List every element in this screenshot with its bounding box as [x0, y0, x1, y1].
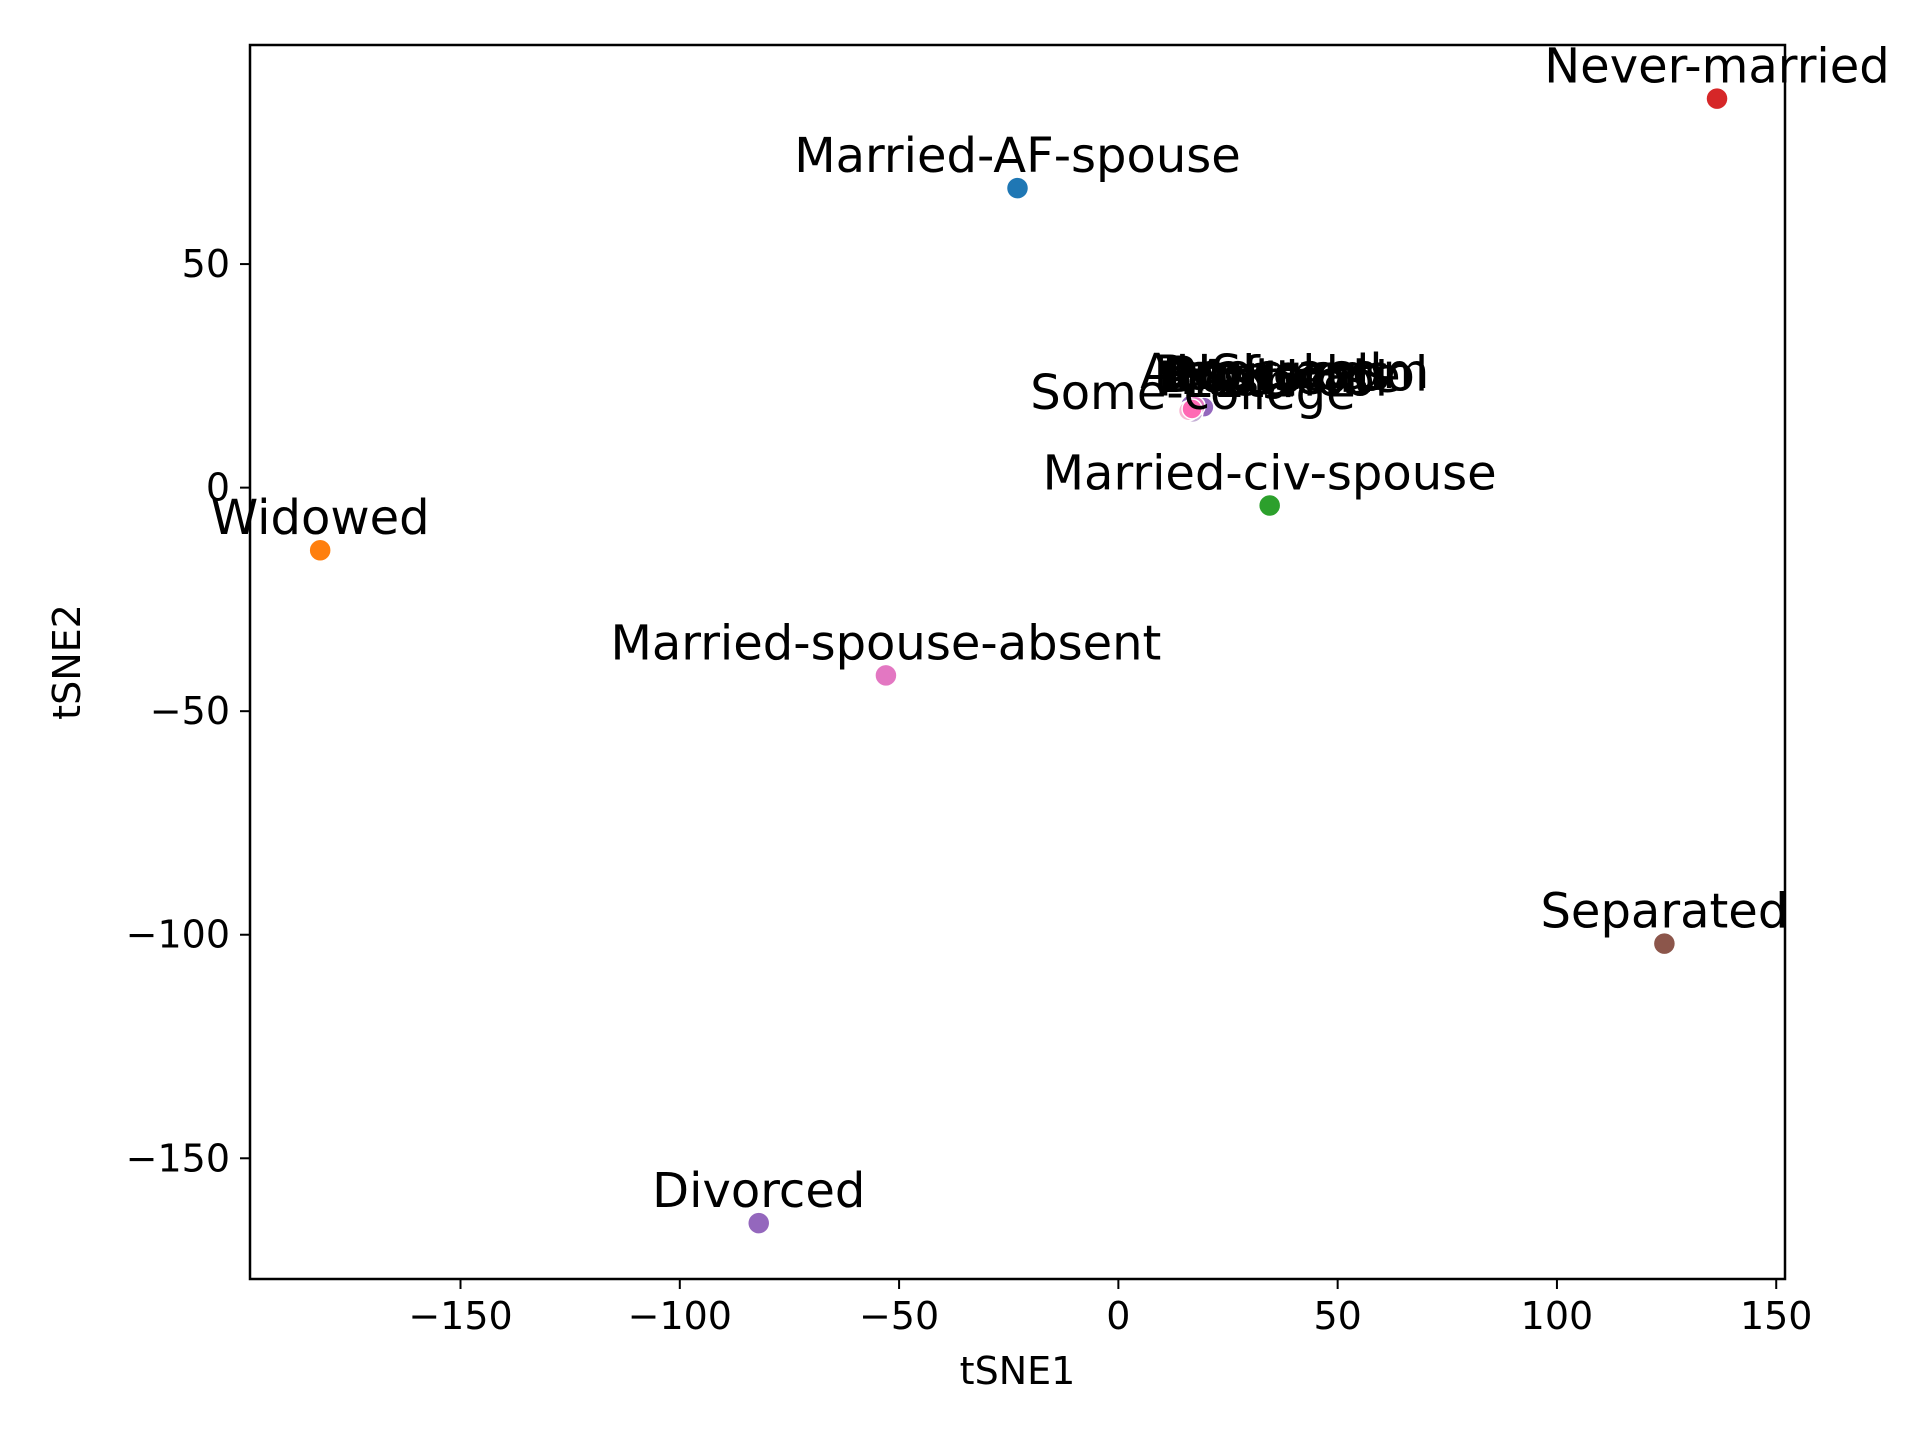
cluster-label: 12th — [1184, 353, 1294, 409]
x-tick-label: 50 — [1313, 1294, 1361, 1338]
cluster-label-main: Some-college — [1030, 365, 1355, 421]
y-tick-label: −150 — [126, 1136, 230, 1180]
scatter-point — [746, 1211, 771, 1235]
point-label: Married-AF-spouse — [794, 128, 1241, 184]
y-tick-label: −100 — [126, 913, 230, 957]
x-axis-title: tSNE1 — [960, 1349, 1076, 1393]
cluster-label: HS-grad — [1175, 345, 1369, 401]
y-tick-label: 0 — [206, 466, 230, 510]
scatter-point — [874, 663, 898, 688]
scatter-point — [1705, 86, 1729, 111]
point-label: Divorced — [652, 1163, 865, 1219]
y-axis-title: tSNE2 — [45, 604, 89, 720]
point-label: Married-civ-spouse — [1043, 446, 1497, 502]
scatter-point — [1257, 493, 1282, 518]
point-label: Widowed — [211, 490, 430, 546]
plot-frame — [248, 43, 1787, 1281]
cluster-label: Masters — [1180, 350, 1369, 406]
plot-area: Assoc-acdmBachelorsDoctorateHS-gradMaste… — [211, 39, 1890, 1235]
x-tick-label: −150 — [408, 1294, 512, 1338]
x-tick-label: −50 — [859, 1294, 939, 1338]
y-tick-label: −50 — [150, 689, 230, 733]
x-tick-label: 0 — [1106, 1294, 1130, 1338]
cluster-point — [1181, 398, 1203, 420]
x-tick-label: −100 — [628, 1294, 732, 1338]
point-label: Never-married — [1544, 39, 1890, 95]
scatter-point — [1652, 931, 1677, 956]
cluster-label: Prof-school — [1167, 347, 1429, 403]
cluster-label: Bachelors — [1153, 345, 1389, 401]
x-tick-label: 100 — [1521, 1294, 1594, 1338]
y-tick-label: 50 — [182, 242, 230, 286]
cluster-label: Doctorate — [1162, 348, 1400, 404]
x-tick-label: 150 — [1740, 1294, 1813, 1338]
point-label: Married-spouse-absent — [610, 615, 1161, 671]
scatter-point — [1005, 176, 1030, 200]
point-label: Separated — [1540, 884, 1788, 940]
scatter-point — [308, 538, 332, 562]
axes: −150 −100 −50 0 50 100 150 −150 −100 −50 0 50 — [126, 43, 1813, 1338]
cluster-label: Preschool — [1158, 352, 1388, 408]
cluster-label: Assoc-acdm — [1140, 344, 1429, 400]
